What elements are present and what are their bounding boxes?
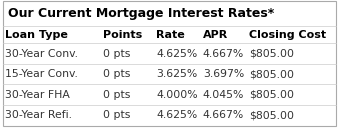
Text: 0 pts: 0 pts (103, 69, 131, 79)
Text: Points: Points (103, 30, 142, 40)
Text: APR: APR (203, 30, 228, 40)
Text: 4.000%: 4.000% (156, 90, 198, 100)
Text: Rate: Rate (156, 30, 185, 40)
Bar (3, 64, 336, 84)
Text: 30-Year FHA: 30-Year FHA (5, 90, 70, 100)
Text: Closing Cost: Closing Cost (249, 30, 326, 40)
Text: 4.667%: 4.667% (203, 110, 244, 120)
Text: 0 pts: 0 pts (103, 110, 131, 120)
Text: $805.00: $805.00 (249, 90, 294, 100)
Text: 4.625%: 4.625% (156, 49, 197, 59)
Text: Loan Type: Loan Type (5, 30, 68, 40)
Text: 3.697%: 3.697% (203, 69, 244, 79)
Text: 30-Year Refi.: 30-Year Refi. (5, 110, 72, 120)
Bar (3, 26, 336, 43)
Text: 0 pts: 0 pts (103, 49, 131, 59)
Text: 30-Year Conv.: 30-Year Conv. (5, 49, 78, 59)
Text: 15-Year Conv.: 15-Year Conv. (5, 69, 78, 79)
Text: 4.667%: 4.667% (203, 49, 244, 59)
Text: $805.00: $805.00 (249, 69, 294, 79)
Text: 3.625%: 3.625% (156, 69, 197, 79)
Text: 0 pts: 0 pts (103, 90, 131, 100)
Text: $805.00: $805.00 (249, 110, 294, 120)
Text: 4.625%: 4.625% (156, 110, 197, 120)
Text: $805.00: $805.00 (249, 49, 294, 59)
Text: 4.045%: 4.045% (203, 90, 244, 100)
Bar (3, 105, 336, 126)
Bar (3, 43, 336, 64)
Bar (3, 1, 336, 26)
Bar (3, 84, 336, 105)
Text: Our Current Mortgage Interest Rates*: Our Current Mortgage Interest Rates* (8, 7, 275, 20)
